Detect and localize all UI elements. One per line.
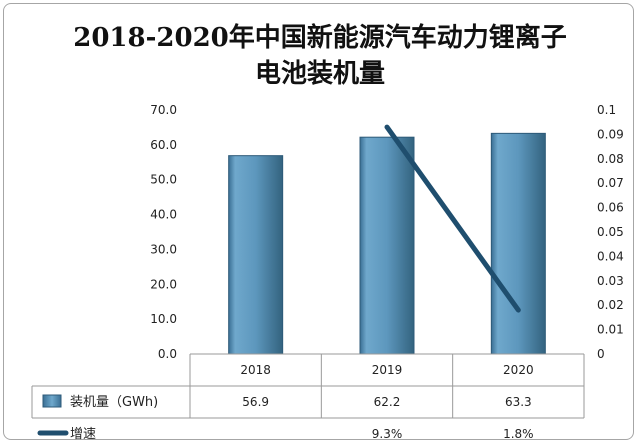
y-right-tick-label: 0.09 bbox=[597, 127, 624, 141]
bar-2020 bbox=[490, 132, 546, 355]
y-right-tick-label: 0.07 bbox=[597, 176, 624, 190]
bar-2019 bbox=[359, 136, 415, 355]
x-tick-label: 2020 bbox=[503, 363, 534, 377]
data-label-line: 1.8% bbox=[503, 427, 534, 441]
y-right-tick-label: 0.08 bbox=[597, 152, 624, 166]
x-tick-label: 2019 bbox=[372, 363, 403, 377]
y-right-tick-label: 0.1 bbox=[597, 103, 616, 117]
data-label-bar: 56.9 bbox=[242, 395, 269, 409]
y-left-tick-label: 60.0 bbox=[150, 138, 177, 152]
y-left-tick-label: 30.0 bbox=[150, 242, 177, 256]
legend-swatch-bar bbox=[42, 394, 62, 408]
x-tick-label: 2018 bbox=[240, 363, 271, 377]
y-right-tick-label: 0.06 bbox=[597, 201, 624, 215]
y-left-tick-label: 10.0 bbox=[150, 312, 177, 326]
y-right-tick-label: 0.01 bbox=[597, 323, 624, 337]
y-left-tick-label: 20.0 bbox=[150, 277, 177, 291]
chart-title: 2018-2020年中国新能源汽车动力锂离子 电池装机量 bbox=[0, 20, 640, 92]
y-right-tick-label: 0.05 bbox=[597, 225, 624, 239]
growth-line bbox=[384, 124, 521, 313]
chart-title-line-1: 2018-2020年中国新能源汽车动力锂离子 bbox=[73, 23, 567, 53]
chart-title-line-2: 电池装机量 bbox=[254, 59, 385, 89]
legend-label-bar: 装机量（GWh) bbox=[70, 395, 158, 410]
y-left-tick-label: 70.0 bbox=[150, 103, 177, 117]
y-left-tick-label: 50.0 bbox=[150, 173, 177, 187]
data-label-bar: 63.3 bbox=[505, 395, 532, 409]
data-label-line: 9.3% bbox=[372, 427, 403, 441]
y-right-tick-label: 0.02 bbox=[597, 298, 624, 312]
y-right-tick-label: 0.04 bbox=[597, 249, 624, 263]
y-left-tick-label: 0.0 bbox=[158, 347, 177, 361]
y-right-tick-label: 0.03 bbox=[597, 274, 624, 288]
y-right-tick-label: 0 bbox=[597, 347, 605, 361]
bar-2018 bbox=[228, 155, 284, 355]
data-label-bar: 62.2 bbox=[374, 395, 401, 409]
y-left-tick-label: 40.0 bbox=[150, 208, 177, 222]
legend-label-line: 增速 bbox=[70, 427, 96, 442]
